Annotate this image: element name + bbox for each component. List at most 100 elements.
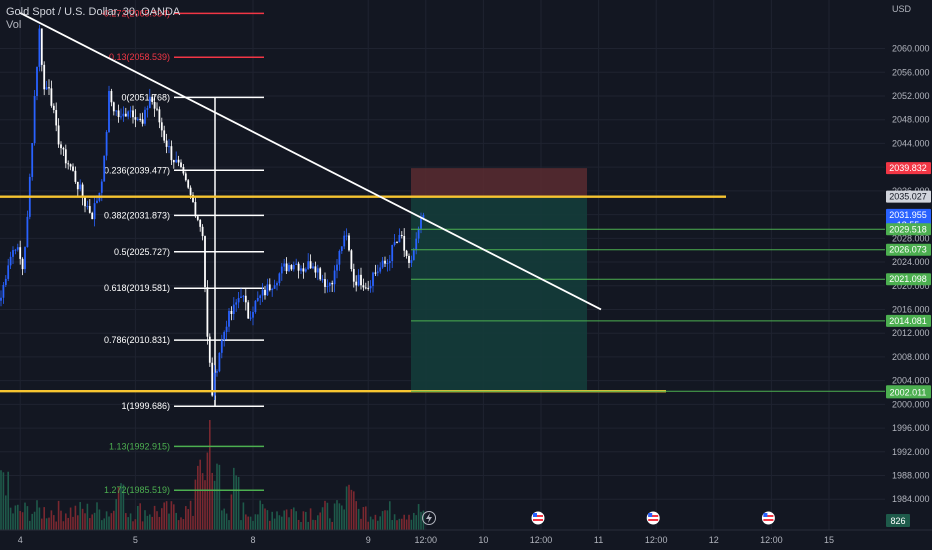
volume-bar <box>129 513 132 530</box>
candle-body <box>288 265 290 272</box>
time-tick-label: 11 <box>594 535 603 545</box>
trendline <box>19 12 602 311</box>
volume-bar <box>365 506 367 530</box>
candle-body <box>364 287 367 289</box>
volume-bar <box>93 512 96 530</box>
volume-bar <box>345 486 348 530</box>
economic-event-icon[interactable] <box>646 511 660 525</box>
candle-body <box>376 271 379 273</box>
volume-bar <box>240 520 242 530</box>
fib-level-label: -0.272(2065.934) <box>101 8 170 18</box>
candle-body <box>244 295 247 303</box>
volume-bar <box>77 515 79 530</box>
candle-body <box>266 284 269 296</box>
volume-bar <box>21 512 24 530</box>
volume-bar <box>357 508 360 530</box>
volume-bar <box>7 471 9 530</box>
candle-body <box>158 109 161 123</box>
volume-bar <box>185 506 187 530</box>
candle-body <box>187 180 190 188</box>
volume-bar <box>252 520 254 530</box>
candle-body <box>204 236 206 288</box>
candle-body <box>300 268 302 271</box>
volume-bar <box>41 518 43 530</box>
volume-bar <box>132 521 134 530</box>
candle-body <box>312 266 314 269</box>
volume-bar <box>113 510 115 530</box>
price-label-bg <box>886 314 931 327</box>
candle-body <box>283 263 286 267</box>
volume-bar <box>355 501 357 530</box>
price-tick-label: 2028.000 <box>892 233 930 243</box>
volume-bar <box>115 499 117 530</box>
time-tick-label: 9 <box>366 535 371 545</box>
volume-bar <box>403 514 405 530</box>
candle-body <box>256 298 259 301</box>
event-icon-stripe <box>533 519 543 521</box>
candle-body <box>67 163 70 165</box>
lightning-icon[interactable] <box>422 511 436 525</box>
volume-bar <box>156 511 158 530</box>
candle-body <box>33 96 36 144</box>
volume-bar <box>67 517 69 530</box>
price-label-bg <box>886 273 931 286</box>
volume-value-label: 826 <box>890 516 905 526</box>
economic-event-icon[interactable] <box>531 511 545 525</box>
volume-bar <box>319 512 321 530</box>
economic-event-icon[interactable] <box>761 511 775 525</box>
price-label: 2029.518 <box>889 224 927 234</box>
volume-bar <box>374 514 377 530</box>
volume-bar <box>177 520 180 530</box>
candle-body <box>172 160 175 163</box>
candle-body <box>304 269 307 272</box>
time-tick-label: 12:00 <box>415 535 438 545</box>
volume-bar <box>307 521 309 530</box>
candle-body <box>273 285 276 289</box>
price-tick-label: 2020.000 <box>892 281 930 291</box>
volume-bar <box>69 507 72 530</box>
candle-body <box>331 282 334 285</box>
volume-bar <box>228 520 230 530</box>
candle-body <box>302 268 305 272</box>
symbol-title[interactable]: Gold Spot / U.S. Dollar, 30, OANDA <box>6 6 181 18</box>
volume-bar <box>269 520 271 530</box>
candle-body <box>249 317 252 319</box>
price-label-bg <box>886 190 931 203</box>
candle-body <box>340 246 343 252</box>
volume-bar <box>271 511 273 530</box>
candle-body <box>31 143 34 177</box>
candle-body <box>208 336 211 363</box>
candle-body <box>232 304 235 315</box>
price-tick-label: 2048.000 <box>892 115 930 125</box>
candle-body <box>352 269 355 282</box>
price-tick-label: 2012.000 <box>892 328 930 338</box>
candle-body <box>422 214 425 219</box>
fib-level-label: -0.13(2058.539) <box>106 52 170 62</box>
candle-body <box>230 310 233 315</box>
candle-body <box>192 194 194 203</box>
fib-level-label: 1.13(1992.915) <box>109 441 170 451</box>
volume-bar <box>372 519 374 530</box>
price-tick-label: 2024.000 <box>892 257 930 267</box>
price-label: 2002.011 <box>890 387 927 397</box>
candle-body <box>153 101 156 109</box>
time-tick-label: 4 <box>18 535 23 545</box>
volume-bar <box>331 521 333 530</box>
candle-body <box>297 263 300 271</box>
candle-body <box>264 289 266 296</box>
volume-bar <box>415 515 417 530</box>
volume-bar <box>197 465 199 530</box>
volume-bar <box>235 475 237 530</box>
volume-bar <box>225 513 228 530</box>
candle-body <box>7 265 10 279</box>
candle-body <box>384 260 386 264</box>
volume-bar <box>204 480 206 530</box>
event-icon-stripe <box>648 519 659 521</box>
candle-body <box>223 331 226 340</box>
candle-body <box>408 255 410 263</box>
candle-body <box>115 110 118 112</box>
volume-bar <box>295 511 297 530</box>
candle-body <box>316 268 319 273</box>
volume-bar <box>283 510 285 530</box>
